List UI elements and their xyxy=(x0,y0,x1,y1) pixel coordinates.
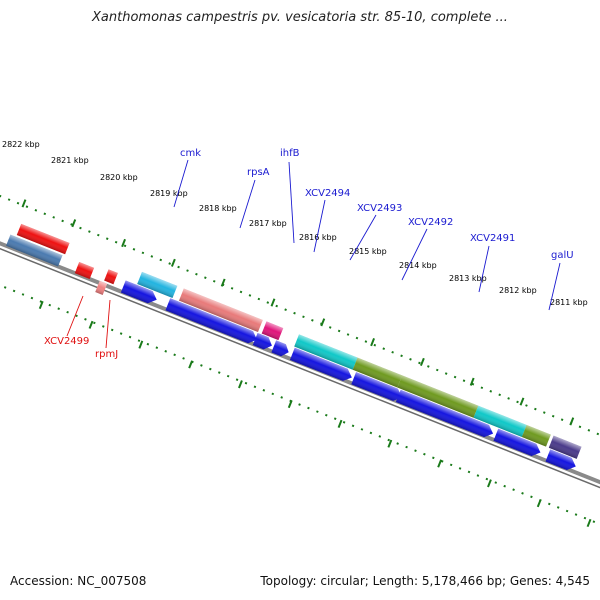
gene-label: galU xyxy=(551,250,574,261)
gene-label-group: cmk rpsA ihfB XCV2494 XCV2493 XCV2492 XCV2491 g… xyxy=(44,148,574,360)
label-leader-line xyxy=(105,299,111,349)
gene-label: XCV2491 xyxy=(470,233,515,244)
kbp-label: 2811 kbp xyxy=(550,298,588,307)
kbp-label: 2821 kbp xyxy=(51,156,89,165)
outer-major-tick xyxy=(71,219,77,228)
inner-major-tick xyxy=(287,399,293,409)
inner-major-tick xyxy=(437,459,443,468)
kbp-label: 2822 kbp xyxy=(2,140,40,149)
gene-label: XCV2493 xyxy=(357,203,402,214)
label-leader-line xyxy=(66,295,84,337)
accession-text: Accession: NC_007508 xyxy=(10,574,147,588)
inner-major-tick xyxy=(487,479,492,488)
outer-major-tick xyxy=(569,417,575,426)
gene-label: ihfB xyxy=(280,148,300,159)
outer-major-tick xyxy=(419,357,425,367)
kbp-label: 2820 kbp xyxy=(100,173,138,182)
gene-label: rpsA xyxy=(247,167,270,178)
outer-major-tick xyxy=(469,377,475,386)
kbp-label: 2812 kbp xyxy=(499,286,537,295)
inner-major-tick xyxy=(387,439,393,448)
kbp-label-group: 2822 kbp 2821 kbp 2820 kbp 2819 kbp 2818 kbp… xyxy=(2,140,588,307)
gene-label: XCV2499 xyxy=(44,336,89,347)
label-leader-line xyxy=(548,262,561,311)
kbp-label: 2814 kbp xyxy=(399,261,437,270)
kbp-label: 2818 kbp xyxy=(199,204,237,213)
inner-major-tick xyxy=(586,518,592,528)
inner-tick-ruler xyxy=(3,286,596,528)
label-leader-line xyxy=(401,228,428,281)
outer-major-tick xyxy=(270,298,276,307)
label-leader-line xyxy=(478,245,490,293)
kbp-label: 2813 kbp xyxy=(449,274,487,283)
outer-tick-ruler xyxy=(0,194,600,436)
topology-stats-text: Topology: circular; Length: 5,178,466 bp… xyxy=(260,574,590,588)
label-leader-line xyxy=(349,214,377,261)
inner-major-tick xyxy=(337,419,343,428)
label-leader-line xyxy=(313,199,326,253)
map-title: Xanthomonas campestris pv. vesicatoria s… xyxy=(92,10,508,25)
gene-label: XCV2492 xyxy=(408,217,453,228)
label-leader-line xyxy=(173,159,189,208)
label-leader-line xyxy=(288,161,295,244)
gene-label: cmk xyxy=(180,148,201,159)
outer-major-tick xyxy=(121,238,126,248)
gene-label: XCV2494 xyxy=(305,188,350,199)
cds-arrow-track xyxy=(120,280,576,471)
inner-major-tick xyxy=(88,320,94,329)
gene-label: rpmJ xyxy=(95,349,118,360)
outer-major-tick xyxy=(220,278,226,287)
inner-major-tick xyxy=(238,380,243,389)
outer-major-tick xyxy=(370,338,375,347)
outer-feature-track xyxy=(6,223,582,459)
inner-major-tick xyxy=(188,360,194,369)
inner-major-tick xyxy=(38,300,44,310)
inner-major-tick xyxy=(536,499,542,508)
outer-major-tick xyxy=(21,199,27,208)
outer-major-tick xyxy=(320,318,326,327)
outer-major-tick xyxy=(170,258,176,267)
kbp-label: 2815 kbp xyxy=(349,247,387,256)
kbp-label: 2816 kbp xyxy=(299,233,337,242)
inner-major-tick xyxy=(138,340,144,349)
label-leader-line xyxy=(239,179,256,229)
outer-major-tick xyxy=(519,397,525,406)
kbp-label: 2819 kbp xyxy=(150,189,188,198)
kbp-label: 2817 kbp xyxy=(249,219,287,228)
